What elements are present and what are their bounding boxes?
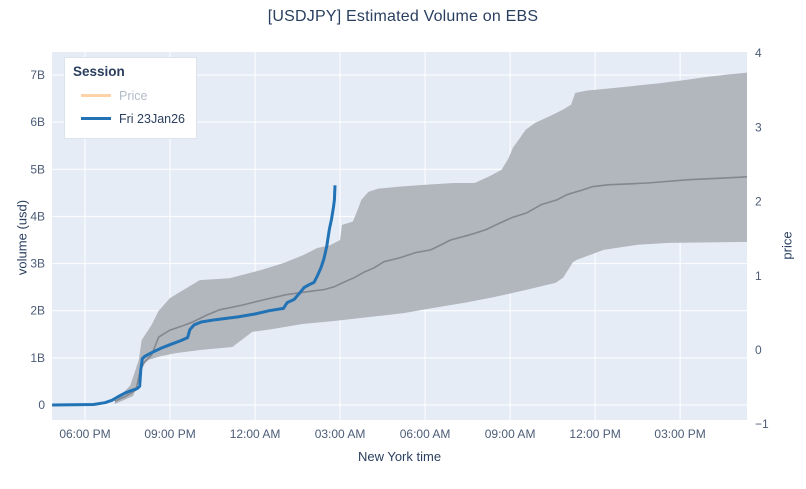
legend-item-label: Price <box>119 88 148 103</box>
y-left-tick-label: 1B <box>30 351 45 365</box>
y-right-tick-label: −1 <box>755 417 769 431</box>
x-tick-label: 09:00 PM <box>144 427 195 441</box>
y-left-tick-label: 4B <box>30 209 45 223</box>
y-right-tick-label: 1 <box>755 269 762 283</box>
y-axis-right-title: price <box>779 231 795 260</box>
x-axis-title: New York time <box>357 449 442 464</box>
median-volume-line <box>114 176 748 402</box>
y-left-tick-label: 7B <box>30 68 45 82</box>
x-tick-label: 03:00 PM <box>654 427 705 441</box>
session-line-swatch-icon <box>81 117 111 120</box>
x-tick-label: 06:00 PM <box>59 427 110 441</box>
legend-item-price[interactable]: Price <box>73 84 186 107</box>
y-right-tick-label: 3 <box>755 120 762 134</box>
legend: Session Price Fri 23Jan26 <box>64 57 197 139</box>
chart-title: [USDJPY] Estimated Volume on EBS <box>267 8 539 25</box>
x-tick-label: 12:00 PM <box>569 427 620 441</box>
y-left-tick-label: 2B <box>30 304 45 318</box>
legend-item-session[interactable]: Fri 23Jan26 <box>73 107 186 130</box>
x-tick-label: 06:00 AM <box>400 427 451 441</box>
y-right-tick-label: 0 <box>755 343 762 357</box>
x-tick-label: 09:00 AM <box>485 427 536 441</box>
y-left-tick-label: 0 <box>38 398 45 412</box>
y-axis-left-title: volume (usd) <box>14 199 30 276</box>
y-right-tick-label: 4 <box>755 46 762 60</box>
y-left-tick-label: 6B <box>30 115 45 129</box>
x-tick-label: 12:00 AM <box>230 427 281 441</box>
legend-item-label: Fri 23Jan26 <box>119 111 186 126</box>
session-volume-line <box>52 185 337 407</box>
y-left-tick-label: 3B <box>30 257 45 271</box>
price-line-swatch-icon <box>81 94 111 97</box>
y-right-tick-label: 2 <box>755 195 762 209</box>
legend-title: Session <box>73 64 125 79</box>
x-tick-label: 03:00 AM <box>315 427 366 441</box>
y-left-tick-label: 5B <box>30 162 45 176</box>
range-band-area <box>114 72 747 405</box>
